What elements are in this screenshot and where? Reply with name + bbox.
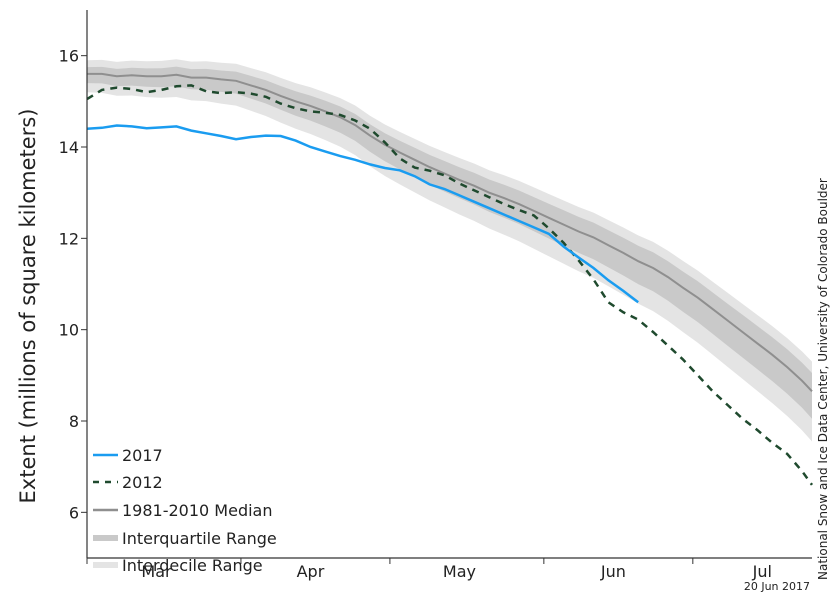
credit-text: National Snow and Ice Data Center, Unive… [816, 178, 830, 580]
y-axis-title: Extent (millions of square kilometers) [16, 109, 40, 504]
x-tick-label: Jul [752, 562, 772, 581]
legend: 2017 2012 1981-2010 Median Interquartile… [93, 446, 277, 575]
y-tick-label: 10 [59, 321, 79, 340]
axes [86, 10, 812, 559]
x-tick-label: Mar [141, 562, 172, 581]
interdecile-range-band [87, 59, 812, 442]
y-tick-label: 6 [69, 503, 79, 522]
y-tick-label: 16 [59, 47, 79, 66]
y-tick-label: 8 [69, 412, 79, 431]
legend-label-2017: 2017 [122, 446, 163, 465]
y-tick-label: 14 [59, 138, 79, 157]
series-lines [86, 72, 814, 486]
legend-label-median: 1981-2010 Median [122, 501, 273, 520]
y-tick-label: 12 [59, 229, 79, 248]
x-tick-label: Jun [600, 562, 626, 581]
legend-label-2012: 2012 [122, 473, 163, 492]
x-tick-label: May [443, 562, 476, 581]
series-line-median [87, 72, 813, 392]
range-bands [87, 59, 812, 442]
legend-label-idr: Interdecile Range [122, 556, 263, 575]
tick-labels: 6 8 10 12 14 16 Mar Apr May Jun Jul [59, 47, 772, 581]
series-line-2012 [86, 84, 814, 486]
date-stamp: 20 Jun 2017 [744, 580, 810, 593]
legend-label-iqr: Interquartile Range [122, 529, 277, 548]
x-tick-label: Apr [297, 562, 325, 581]
series-line-2017 [86, 124, 639, 304]
